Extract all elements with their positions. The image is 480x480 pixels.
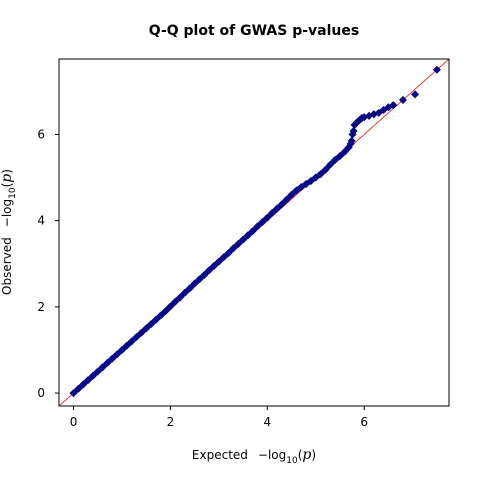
- data-point: [374, 108, 383, 117]
- data-point: [389, 101, 398, 110]
- x-axis-label: Expected −log10(p): [192, 447, 316, 466]
- y-axis-label-close: ): [0, 169, 14, 174]
- x-tick-label: 2: [167, 415, 175, 429]
- y-tick-label: 6: [37, 127, 45, 141]
- axes-frame: [58, 58, 450, 407]
- chart-title: Q-Q plot of GWAS p-values: [149, 23, 359, 39]
- y-axis-label-minus: −log: [0, 199, 14, 227]
- y-tick-label: 2: [37, 300, 45, 314]
- x-axis-label-subscript: 10: [286, 456, 298, 466]
- data-point: [398, 95, 407, 104]
- x-tick-label: 6: [360, 415, 368, 429]
- x-axis: 0 2 4 6: [70, 406, 368, 429]
- y-axis-label: Observed −log10(p): [0, 169, 18, 295]
- y-axis-label-prefix: Observed: [0, 237, 14, 295]
- y-tick-label: 4: [37, 214, 45, 228]
- x-axis-label-open: (: [298, 448, 303, 462]
- x-axis-label-var: p: [302, 447, 311, 463]
- y-axis-label-var: p: [0, 174, 15, 183]
- x-axis-label-close: ): [311, 448, 316, 462]
- x-axis-label-prefix: Expected: [192, 448, 248, 462]
- y-axis-label-open: (: [0, 183, 14, 188]
- x-axis-label-minus: −log: [258, 448, 286, 462]
- plot-area: [59, 59, 449, 406]
- x-tick-label: 0: [70, 415, 78, 429]
- x-tick-label: 4: [264, 415, 272, 429]
- y-axis-label-subscript: 10: [8, 187, 18, 199]
- data-point-trace: [71, 138, 355, 396]
- y-axis: 0 2 4 6: [37, 127, 59, 400]
- y-tick-label: 0: [37, 386, 45, 400]
- data-point: [349, 126, 358, 136]
- data-point: [432, 65, 441, 74]
- data-point: [411, 90, 420, 99]
